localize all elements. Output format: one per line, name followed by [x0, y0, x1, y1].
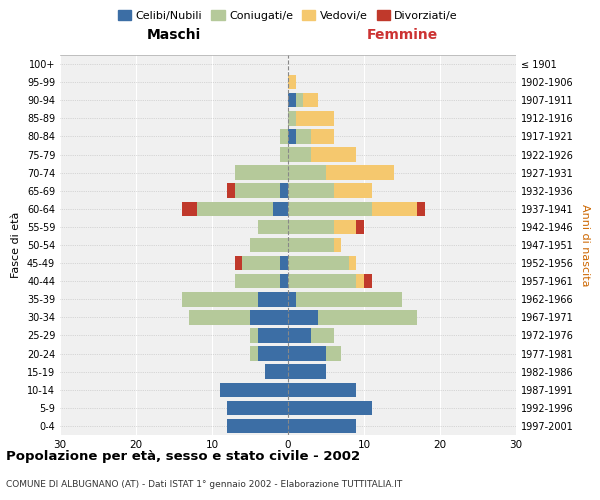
Bar [288, 166, 326, 180]
Bar [288, 292, 296, 306]
Bar [242, 256, 280, 270]
Text: Maschi: Maschi [147, 28, 201, 42]
Bar [288, 364, 326, 379]
Bar [296, 93, 303, 108]
Bar [288, 129, 296, 144]
Bar [371, 202, 417, 216]
Bar [273, 202, 288, 216]
Bar [227, 418, 288, 433]
Bar [288, 220, 334, 234]
Bar [182, 202, 197, 216]
Bar [288, 418, 356, 433]
Legend: Celibi/Nubili, Coniugati/e, Vedovi/e, Divorziati/e: Celibi/Nubili, Coniugati/e, Vedovi/e, Di… [116, 8, 460, 23]
Bar [182, 292, 257, 306]
Text: Popolazione per età, sesso e stato civile - 2002: Popolazione per età, sesso e stato civil… [6, 450, 360, 463]
Bar [250, 238, 288, 252]
Bar [257, 292, 288, 306]
Bar [334, 220, 356, 234]
Bar [288, 400, 371, 415]
Bar [288, 382, 356, 397]
Bar [288, 328, 311, 342]
Bar [257, 220, 288, 234]
Bar [364, 274, 371, 288]
Bar [288, 202, 371, 216]
Bar [197, 202, 273, 216]
Bar [280, 274, 288, 288]
Bar [250, 328, 257, 342]
Bar [257, 328, 288, 342]
Bar [227, 400, 288, 415]
Bar [288, 184, 334, 198]
Bar [288, 75, 296, 90]
Text: Femmine: Femmine [367, 28, 437, 42]
Bar [235, 184, 280, 198]
Bar [303, 93, 319, 108]
Bar [356, 220, 364, 234]
Bar [265, 364, 288, 379]
Bar [288, 256, 349, 270]
Bar [235, 166, 288, 180]
Bar [334, 184, 371, 198]
Bar [235, 274, 280, 288]
Bar [288, 148, 311, 162]
Bar [311, 129, 334, 144]
Bar [250, 310, 288, 324]
Bar [334, 238, 341, 252]
Bar [417, 202, 425, 216]
Bar [288, 346, 326, 361]
Bar [319, 310, 417, 324]
Bar [326, 346, 341, 361]
Bar [220, 382, 288, 397]
Bar [280, 148, 288, 162]
Bar [311, 148, 356, 162]
Bar [250, 346, 257, 361]
Bar [288, 310, 319, 324]
Bar [280, 184, 288, 198]
Bar [296, 129, 311, 144]
Bar [280, 256, 288, 270]
Y-axis label: Fasce di età: Fasce di età [11, 212, 21, 278]
Bar [280, 129, 288, 144]
Bar [288, 93, 296, 108]
Bar [189, 310, 250, 324]
Bar [288, 238, 334, 252]
Bar [257, 346, 288, 361]
Bar [288, 274, 356, 288]
Bar [296, 292, 402, 306]
Bar [296, 111, 334, 126]
Bar [349, 256, 356, 270]
Bar [227, 184, 235, 198]
Bar [235, 256, 242, 270]
Text: COMUNE DI ALBUGNANO (AT) - Dati ISTAT 1° gennaio 2002 - Elaborazione TUTTITALIA.: COMUNE DI ALBUGNANO (AT) - Dati ISTAT 1°… [6, 480, 402, 489]
Bar [288, 111, 296, 126]
Bar [356, 274, 364, 288]
Y-axis label: Anni di nascita: Anni di nascita [580, 204, 590, 286]
Bar [311, 328, 334, 342]
Bar [326, 166, 394, 180]
